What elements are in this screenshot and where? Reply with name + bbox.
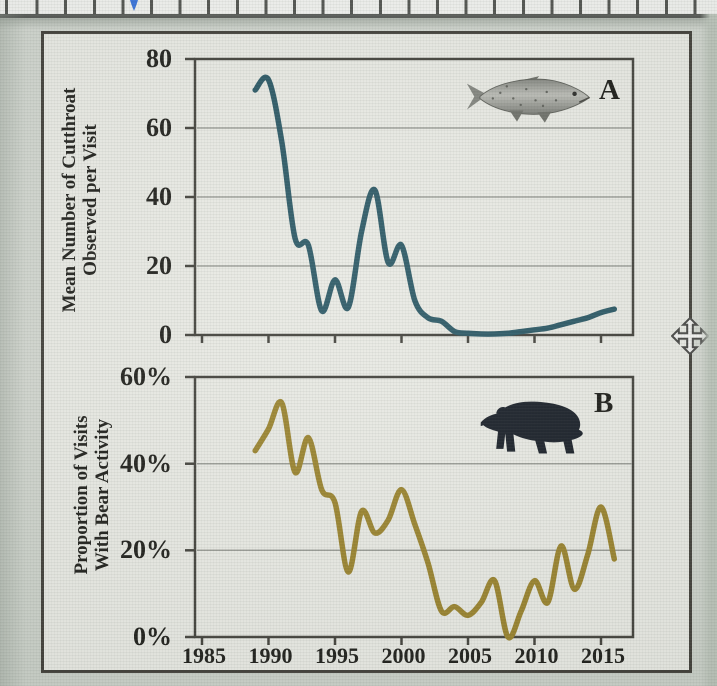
panel-b-ytick: 40% xyxy=(120,449,172,478)
panel-b-axes xyxy=(185,375,635,645)
xtick-label: 1985 xyxy=(182,643,226,668)
xtick-label: 2000 xyxy=(381,643,426,668)
panel-a-axis-label-line1: Mean Number of Cutthroat xyxy=(59,87,80,313)
ruler-shadow xyxy=(0,18,717,29)
panel-b-axis-label-line1: Proportion of Visits xyxy=(71,415,92,575)
chart-a-line xyxy=(252,74,618,337)
trout-icon xyxy=(466,76,591,123)
panel-a-ytick: 80 xyxy=(146,44,172,73)
chart-canvas xyxy=(41,31,692,673)
panel-b-gridlines xyxy=(197,462,632,552)
panel-a-ytick: 60 xyxy=(146,113,172,142)
ruler-marker[interactable] xyxy=(128,0,140,12)
panel-b-ytick: 0% xyxy=(133,622,172,651)
panel-a-gridlines xyxy=(197,127,632,267)
panel-a-ytick: 0 xyxy=(159,320,172,349)
panel-a-ytick: 20 xyxy=(146,251,172,280)
panel-b-axis-label: Proportion of Visits With Bear Activity xyxy=(71,350,113,640)
xtick-label: 1990 xyxy=(248,643,293,668)
panel-b-label: B xyxy=(594,387,614,419)
panel-b-ytick: 20% xyxy=(120,535,172,564)
panel-a-axis-label-line2: Observed per Visit xyxy=(80,124,101,276)
panel-a-axis-label: Mean Number of Cutthroat Observed per Vi… xyxy=(59,55,101,345)
xtick-label: 2005 xyxy=(448,643,492,668)
xtick-label: 1995 xyxy=(315,643,359,668)
xtick-label: 2015 xyxy=(581,643,625,668)
bear-icon xyxy=(480,401,583,454)
page-right-edge xyxy=(700,14,717,686)
ruler xyxy=(0,0,717,18)
figure-image[interactable]: 80 60 40 20 0 60% 40% 20% 0% 1985 1990 1… xyxy=(41,31,692,673)
xtick-label: 2010 xyxy=(514,643,559,668)
chart-b-line xyxy=(252,398,618,641)
page-left-edge xyxy=(0,14,26,686)
panel-b-axis-label-line2: With Bear Activity xyxy=(92,418,113,572)
panel-a-label: A xyxy=(599,74,620,106)
panel-a-axes xyxy=(185,57,635,343)
panel-a-ytick: 40 xyxy=(146,182,172,211)
panel-b-ytick: 60% xyxy=(120,362,172,391)
ruler-marker-arrow xyxy=(130,0,138,11)
